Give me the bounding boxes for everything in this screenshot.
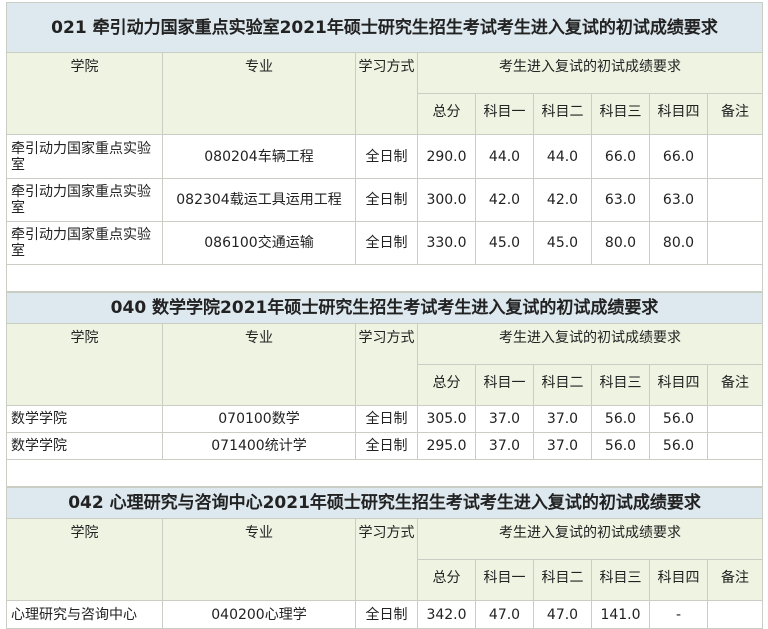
cell-college: 牵引动力国家重点实验室 [6, 221, 163, 265]
header-subject4: 科目四 [649, 364, 708, 406]
header-subject2: 科目二 [533, 364, 592, 406]
header-major: 专业 [162, 518, 356, 601]
header-subject3: 科目三 [591, 364, 650, 406]
header-subject2: 科目二 [533, 93, 592, 135]
table-row: 心理研究与咨询中心 040200心理学 全日制 342.0 47.0 47.0 141.0- [6, 600, 764, 629]
cell-s3: 63.0 [591, 178, 650, 222]
cell-mode: 全日制 [355, 134, 418, 179]
cell-s2: 37.0 [533, 405, 592, 433]
cell-s1: 45.0 [475, 221, 534, 265]
cell-s4: 80.0 [649, 221, 708, 265]
spacer-row [5, 459, 764, 487]
cell-s2: 47.0 [533, 600, 592, 629]
header-subject1: 科目一 [475, 93, 534, 135]
header-college: 学院 [6, 323, 163, 406]
spacer-row [5, 264, 764, 292]
header-major: 专业 [162, 52, 356, 135]
header-college: 学院 [6, 52, 163, 135]
section-title: 021 牵引动力国家重点实验室2021年硕士研究生招生考试考生进入复试的初试成绩… [5, 2, 764, 53]
cell-total: 330.0 [417, 221, 476, 265]
cell-total: 300.0 [417, 178, 476, 222]
header-mode: 学习方式 [355, 518, 418, 601]
cell-major: 086100交通运输 [162, 221, 356, 265]
cell-mode: 全日制 [355, 221, 418, 265]
cell-total: 342.0 [417, 600, 476, 629]
cell-s3: 56.0 [591, 405, 650, 433]
cell-s2: 42.0 [533, 178, 592, 222]
cell-s3: 56.0 [591, 432, 650, 460]
header-requirement: 考生进入复试的初试成绩要求 [416, 323, 764, 365]
table-row: 牵引动力国家重点实验室 080204车辆工程 全日制 290.0 44.0 44.0 66.… [6, 134, 764, 179]
header-subject1: 科目一 [475, 559, 534, 601]
table-row: 数学学院 070100数学 全日制 305.0 37.0 37.0 56.0 56.0 [6, 405, 764, 433]
cell-s3: 66.0 [591, 134, 650, 179]
section-table: 042 心理研究与咨询中心2021年硕士研究生招生考试考生进入复试的初试成绩要求… [5, 487, 764, 629]
cell-note [706, 221, 764, 265]
section-title: 042 心理研究与咨询中心2021年硕士研究生招生考试考生进入复试的初试成绩要求 [5, 487, 764, 519]
table-row: 牵引动力国家重点实验室 082304载运工具运用工程 全日制 300.0 42.0 42.… [6, 178, 764, 222]
cell-s1: 44.0 [475, 134, 534, 179]
cell-mode: 全日制 [355, 405, 418, 433]
cell-s3: 80.0 [591, 221, 650, 265]
table-row: 牵引动力国家重点实验室 086100交通运输 全日制 330.0 45.0 45.0 80.… [6, 221, 764, 265]
cell-s4: 66.0 [649, 134, 708, 179]
header-major: 专业 [162, 323, 356, 406]
cell-college: 数学学院 [6, 432, 163, 460]
cell-major: 070100数学 [162, 405, 356, 433]
header-subject4: 科目四 [649, 93, 708, 135]
table-row: 数学学院 071400统计学 全日制 295.0 37.0 37.0 56.0 56.0 [6, 432, 764, 460]
cell-major: 082304载运工具运用工程 [162, 178, 356, 222]
cell-s1: 37.0 [475, 432, 534, 460]
cell-mode: 全日制 [355, 600, 418, 629]
cell-total: 305.0 [417, 405, 476, 433]
cell-s2: 45.0 [533, 221, 592, 265]
header-note: 备注 [706, 364, 764, 406]
section-title: 040 数学学院2021年硕士研究生招生考试考生进入复试的初试成绩要求 [5, 292, 764, 324]
cell-s4: - [649, 600, 708, 629]
cell-s3: 141.0 [591, 600, 650, 629]
cell-note [706, 178, 764, 222]
header-note: 备注 [706, 93, 764, 135]
cell-s4: 56.0 [649, 405, 708, 433]
section-table: 040 数学学院2021年硕士研究生招生考试考生进入复试的初试成绩要求 学院 专业… [5, 292, 764, 487]
cell-note [706, 405, 764, 433]
cell-mode: 全日制 [355, 178, 418, 222]
cell-note [706, 600, 764, 629]
cell-major: 071400统计学 [162, 432, 356, 460]
cell-s1: 47.0 [475, 600, 534, 629]
section-table: 021 牵引动力国家重点实验室2021年硕士研究生招生考试考生进入复试的初试成绩… [5, 2, 764, 292]
cell-college: 牵引动力国家重点实验室 [6, 134, 163, 179]
header-subject3: 科目三 [591, 93, 650, 135]
cell-total: 290.0 [417, 134, 476, 179]
cell-total: 295.0 [417, 432, 476, 460]
cell-s1: 37.0 [475, 405, 534, 433]
header-college: 学院 [6, 518, 163, 601]
header-subject2: 科目二 [533, 559, 592, 601]
cell-s2: 44.0 [533, 134, 592, 179]
cell-college: 牵引动力国家重点实验室 [6, 178, 163, 222]
header-requirement: 考生进入复试的初试成绩要求 [416, 518, 764, 560]
cell-s4: 63.0 [649, 178, 708, 222]
score-requirements-document: 021 牵引动力国家重点实验室2021年硕士研究生招生考试考生进入复试的初试成绩… [5, 2, 764, 629]
header-requirement: 考生进入复试的初试成绩要求 [416, 52, 764, 94]
cell-s2: 37.0 [533, 432, 592, 460]
header-total: 总分 [417, 364, 476, 406]
header-total: 总分 [417, 93, 476, 135]
cell-college: 心理研究与咨询中心 [6, 600, 163, 629]
cell-note [706, 432, 764, 460]
cell-s4: 56.0 [649, 432, 708, 460]
cell-college: 数学学院 [6, 405, 163, 433]
header-mode: 学习方式 [355, 323, 418, 406]
header-subject4: 科目四 [649, 559, 708, 601]
header-total: 总分 [417, 559, 476, 601]
header-subject1: 科目一 [475, 364, 534, 406]
cell-major: 080204车辆工程 [162, 134, 356, 179]
cell-note [706, 134, 764, 179]
header-subject3: 科目三 [591, 559, 650, 601]
cell-major: 040200心理学 [162, 600, 356, 629]
header-mode: 学习方式 [355, 52, 418, 135]
header-note: 备注 [706, 559, 764, 601]
cell-s1: 42.0 [475, 178, 534, 222]
cell-mode: 全日制 [355, 432, 418, 460]
